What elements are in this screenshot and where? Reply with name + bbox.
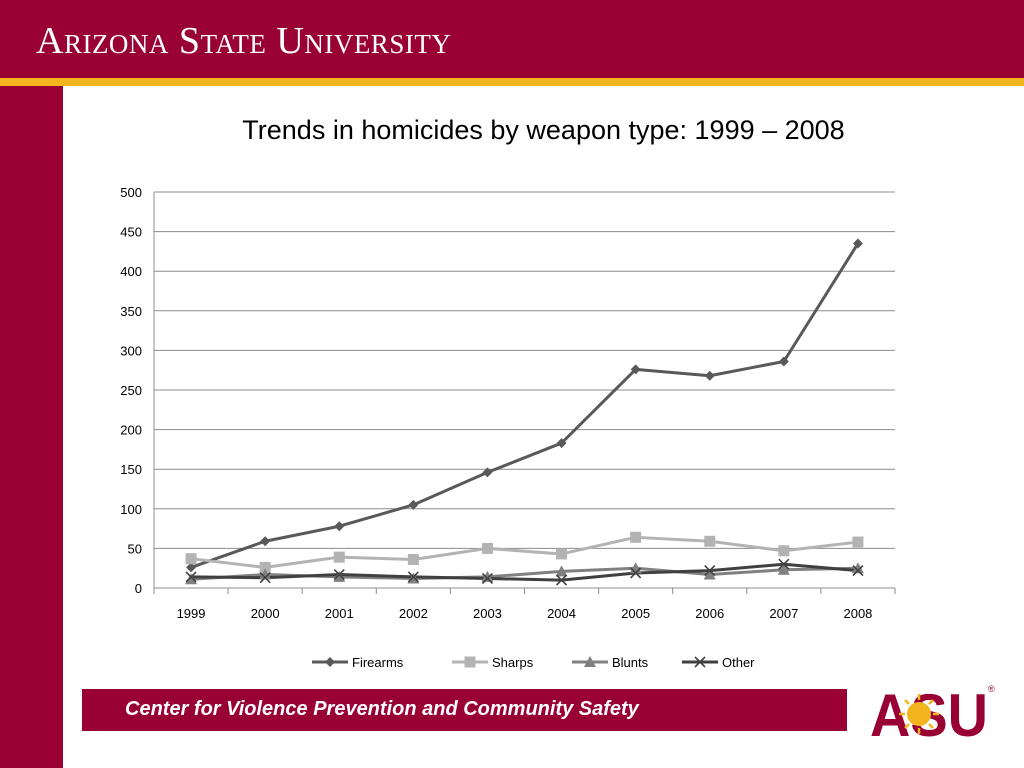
y-tick-label: 300	[120, 343, 142, 358]
y-tick-label: 150	[120, 462, 142, 477]
series-line-sharps	[190, 535, 859, 569]
x-tick-label: 2003	[473, 606, 502, 621]
x-tick-label: 2001	[325, 606, 354, 621]
legend-label-sharps: Sharps	[492, 655, 534, 670]
legend-item-blunts: Blunts	[572, 655, 649, 670]
x-tick-label: 1999	[177, 606, 206, 621]
legend-label-other: Other	[722, 655, 755, 670]
registered-mark: ®	[988, 684, 995, 694]
university-wordmark: Arizona State University	[36, 20, 452, 62]
data-point-sharps	[630, 531, 642, 543]
data-point-sharps	[407, 553, 419, 565]
data-point-firearms	[186, 562, 197, 573]
data-point-blunts	[259, 568, 272, 580]
x-tick-label: 2007	[769, 606, 798, 621]
header-bar: Arizona State University	[0, 0, 1024, 78]
x-tick-label: 2008	[843, 606, 872, 621]
y-tick-label: 250	[120, 383, 142, 398]
sun-icon	[899, 694, 939, 734]
data-point-firearms	[408, 499, 419, 510]
data-point-blunts	[851, 562, 864, 574]
data-point-sharps	[778, 545, 790, 557]
data-point-sharps	[259, 561, 271, 573]
y-tick-label: 350	[120, 304, 142, 319]
legend-item-firearms: Firearms	[312, 655, 404, 670]
data-point-blunts	[555, 565, 568, 577]
legend-marker-other	[694, 656, 706, 668]
data-point-other	[259, 572, 271, 584]
y-tick-label: 500	[120, 185, 142, 200]
data-point-other	[704, 565, 716, 577]
data-point-other	[481, 572, 494, 585]
legend-label-blunts: Blunts	[612, 655, 649, 670]
legend-marker-firearms	[325, 657, 335, 667]
series-line-firearms	[190, 242, 860, 569]
x-tick-label: 2000	[251, 606, 280, 621]
legend-label-firearms: Firearms	[352, 655, 404, 670]
data-point-other	[852, 565, 864, 577]
data-point-sharps	[185, 553, 197, 565]
chart-title: Trends in homicides by weapon type: 1999…	[242, 115, 845, 145]
y-tick-label: 0	[135, 581, 142, 596]
legend-item-other: Other	[682, 655, 755, 670]
y-tick-label: 450	[120, 225, 142, 240]
data-point-blunts	[703, 568, 716, 580]
data-point-other	[630, 567, 642, 579]
data-point-firearms	[704, 370, 715, 381]
data-point-sharps	[333, 551, 345, 563]
data-point-blunts	[777, 563, 790, 575]
x-tick-label: 2006	[695, 606, 724, 621]
data-point-firearms	[630, 364, 641, 375]
y-tick-label: 50	[128, 541, 142, 556]
data-point-blunts	[185, 573, 198, 585]
legend-marker-blunts	[584, 656, 596, 667]
data-point-other	[407, 571, 419, 583]
data-point-blunts	[333, 570, 346, 582]
data-point-firearms	[778, 356, 789, 367]
data-point-firearms	[482, 467, 493, 478]
data-point-sharps	[704, 535, 716, 547]
data-point-other	[778, 558, 790, 570]
footer-bar: Center for Violence Prevention and Commu…	[82, 689, 847, 731]
left-sidebar-bar	[0, 86, 63, 768]
data-point-sharps	[481, 542, 493, 554]
data-point-other	[333, 568, 345, 581]
legend-marker-sharps	[464, 656, 476, 668]
data-point-firearms	[556, 438, 567, 449]
data-point-blunts	[481, 570, 494, 582]
data-point-sharps	[556, 548, 568, 560]
line-chart: 0 50 100 150 200 250 300 350 400 450 500 1999 2000 2…	[120, 185, 896, 670]
footer-text: Center for Violence Prevention and Commu…	[125, 698, 639, 720]
y-tick-label: 200	[120, 423, 142, 438]
data-point-other	[185, 571, 197, 583]
data-point-firearms	[852, 238, 863, 249]
data-point-firearms	[334, 521, 345, 532]
x-tick-label: 2005	[621, 606, 650, 621]
x-tick-label: 2002	[399, 606, 428, 621]
header-gold-stripe	[0, 78, 1024, 86]
data-point-firearms	[260, 536, 271, 547]
data-point-sharps	[852, 536, 864, 548]
data-point-other	[555, 574, 568, 586]
series-line-other	[191, 562, 859, 582]
x-tick-label: 2004	[547, 606, 576, 621]
asu-logo: ASU ®	[870, 682, 995, 742]
legend-item-sharps: Sharps	[452, 655, 534, 670]
y-tick-label: 100	[120, 502, 142, 517]
y-tick-label: 400	[120, 264, 142, 279]
